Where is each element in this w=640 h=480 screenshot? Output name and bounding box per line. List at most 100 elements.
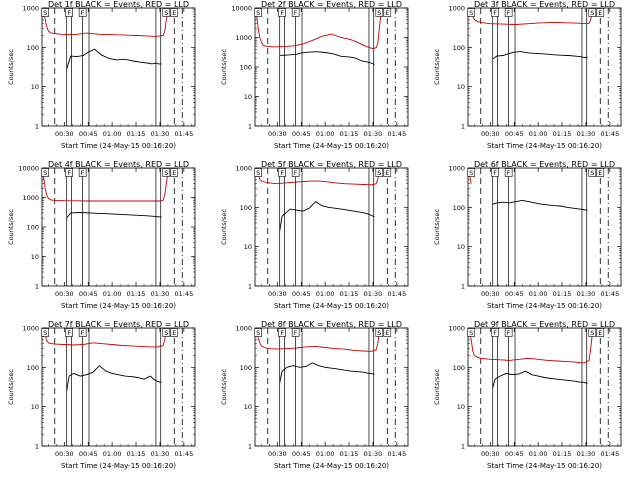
marker-label: E bbox=[385, 329, 389, 337]
x-tick-label: 01:45 bbox=[600, 130, 619, 138]
x-tick-label: 01:00 bbox=[316, 290, 335, 298]
marker-label: S bbox=[164, 9, 168, 17]
marker-label: F bbox=[81, 329, 85, 337]
detector-panel: Det 9f BLACK = Events, RED = LLD Counts/s… bbox=[426, 320, 639, 480]
marker-box bbox=[65, 8, 73, 17]
lld-series-line bbox=[42, 8, 170, 37]
events-series-line bbox=[279, 51, 375, 66]
marker-box bbox=[375, 328, 384, 337]
y-tick-label: 1000 bbox=[235, 325, 252, 333]
x-axis-label: Start Time (24-May-15 00:16:20) bbox=[61, 302, 176, 310]
x-axis-label: Start Time (24-May-15 00:16:20) bbox=[61, 142, 176, 150]
marker-box bbox=[504, 8, 513, 17]
chart-title: Det 8f BLACK = Events, RED = LLD bbox=[261, 320, 402, 329]
marker-label: F bbox=[67, 329, 71, 337]
marker-label: F bbox=[507, 329, 511, 337]
y-tick-label: 1 bbox=[35, 123, 39, 131]
marker-label: F bbox=[493, 169, 497, 177]
y-axis-label: Counts/sec bbox=[433, 369, 441, 405]
marker-label: S bbox=[164, 169, 168, 177]
lld-series-line bbox=[255, 8, 383, 50]
plot-frame bbox=[467, 7, 622, 127]
lld-series-line bbox=[468, 328, 596, 364]
x-tick-label: 01:30 bbox=[151, 290, 170, 298]
marker-label: E bbox=[172, 329, 176, 337]
x-tick-label: 01:15 bbox=[553, 130, 572, 138]
y-tick-label: 10 bbox=[244, 243, 252, 251]
y-tick-label: 1000 bbox=[448, 5, 465, 13]
plot-frame bbox=[254, 7, 409, 127]
marker-box bbox=[78, 328, 87, 337]
marker-label: S bbox=[164, 329, 168, 337]
x-tick-label: 01:00 bbox=[103, 130, 122, 138]
events-series-line bbox=[492, 370, 588, 389]
y-tick-label: 1 bbox=[248, 283, 252, 291]
y-axis-label: Counts/sec bbox=[220, 209, 228, 245]
marker-label: F bbox=[294, 329, 298, 337]
marker-box bbox=[254, 168, 262, 177]
marker-box bbox=[41, 328, 49, 337]
x-tick-label: 01:45 bbox=[174, 450, 193, 458]
x-tick-label: 00:45 bbox=[292, 290, 311, 298]
x-tick-label: 01:15 bbox=[340, 290, 359, 298]
y-axis-label: Counts/sec bbox=[220, 49, 228, 85]
marker-box bbox=[170, 8, 179, 17]
marker-label: F bbox=[507, 9, 511, 17]
y-tick-label: 1 bbox=[35, 443, 39, 451]
plot-frame bbox=[254, 167, 409, 287]
y-tick-label: 100 bbox=[27, 364, 39, 372]
marker-label: E bbox=[172, 169, 176, 177]
marker-box bbox=[170, 328, 179, 337]
x-axis-label: Start Time (24-May-15 00:16:20) bbox=[274, 142, 389, 150]
marker-box bbox=[254, 8, 262, 17]
x-tick-label: 00:45 bbox=[79, 450, 98, 458]
x-tick-label: 00:45 bbox=[79, 130, 98, 138]
y-tick-label: 10 bbox=[31, 403, 39, 411]
marker-box bbox=[78, 8, 87, 17]
marker-box bbox=[588, 168, 597, 177]
chart-title: Det 2f BLACK = Events, RED = LLD bbox=[261, 0, 402, 9]
marker-label: S bbox=[43, 9, 47, 17]
marker-box bbox=[467, 168, 475, 177]
x-tick-label: 01:45 bbox=[600, 450, 619, 458]
lld-series-line bbox=[468, 8, 596, 25]
chart-svg: Det 9f BLACK = Events, RED = LLD Counts/s… bbox=[433, 320, 622, 470]
x-tick-label: 01:00 bbox=[103, 450, 122, 458]
marker-box bbox=[291, 168, 300, 177]
marker-box bbox=[291, 8, 300, 17]
x-tick-label: 01:30 bbox=[364, 450, 383, 458]
marker-box bbox=[278, 168, 286, 177]
x-tick-label: 00:45 bbox=[505, 450, 524, 458]
chart-title: Det 1f BLACK = Events, RED = LLD bbox=[48, 0, 189, 9]
x-tick-label: 01:15 bbox=[127, 290, 146, 298]
y-tick-label: 100 bbox=[453, 44, 465, 52]
marker-box bbox=[596, 8, 605, 17]
x-tick-label: 01:30 bbox=[577, 130, 596, 138]
plot-frame bbox=[467, 167, 622, 287]
y-tick-label: 100 bbox=[27, 224, 39, 232]
y-tick-label: 10 bbox=[244, 403, 252, 411]
x-axis-label: Start Time (24-May-15 00:16:20) bbox=[274, 462, 389, 470]
marker-box bbox=[278, 328, 286, 337]
x-tick-label: 01:00 bbox=[103, 290, 122, 298]
chart-svg: Det 1f BLACK = Events, RED = LLD Counts/s… bbox=[7, 0, 196, 150]
marker-label: F bbox=[294, 169, 298, 177]
x-tick-label: 00:30 bbox=[481, 130, 500, 138]
y-tick-label: 10 bbox=[457, 83, 465, 91]
plot-frame bbox=[41, 7, 196, 127]
detector-panel: Det 3f BLACK = Events, RED = LLD Counts/s… bbox=[426, 0, 639, 160]
chart-svg: Det 3f BLACK = Events, RED = LLD Counts/s… bbox=[433, 0, 622, 150]
y-tick-label: 10 bbox=[244, 93, 252, 101]
marker-label: F bbox=[67, 169, 71, 177]
x-tick-label: 01:15 bbox=[340, 450, 359, 458]
x-axis-label: Start Time (24-May-15 00:16:20) bbox=[487, 302, 602, 310]
lld-series-line bbox=[42, 328, 170, 348]
y-tick-label: 100 bbox=[453, 204, 465, 212]
y-tick-label: 10000 bbox=[231, 5, 252, 13]
events-series-line bbox=[66, 212, 162, 219]
marker-box bbox=[491, 328, 499, 337]
y-tick-label: 1000 bbox=[22, 194, 39, 202]
y-axis-label: Counts/sec bbox=[220, 369, 228, 405]
x-tick-label: 01:45 bbox=[174, 290, 193, 298]
x-tick-label: 00:30 bbox=[55, 450, 74, 458]
